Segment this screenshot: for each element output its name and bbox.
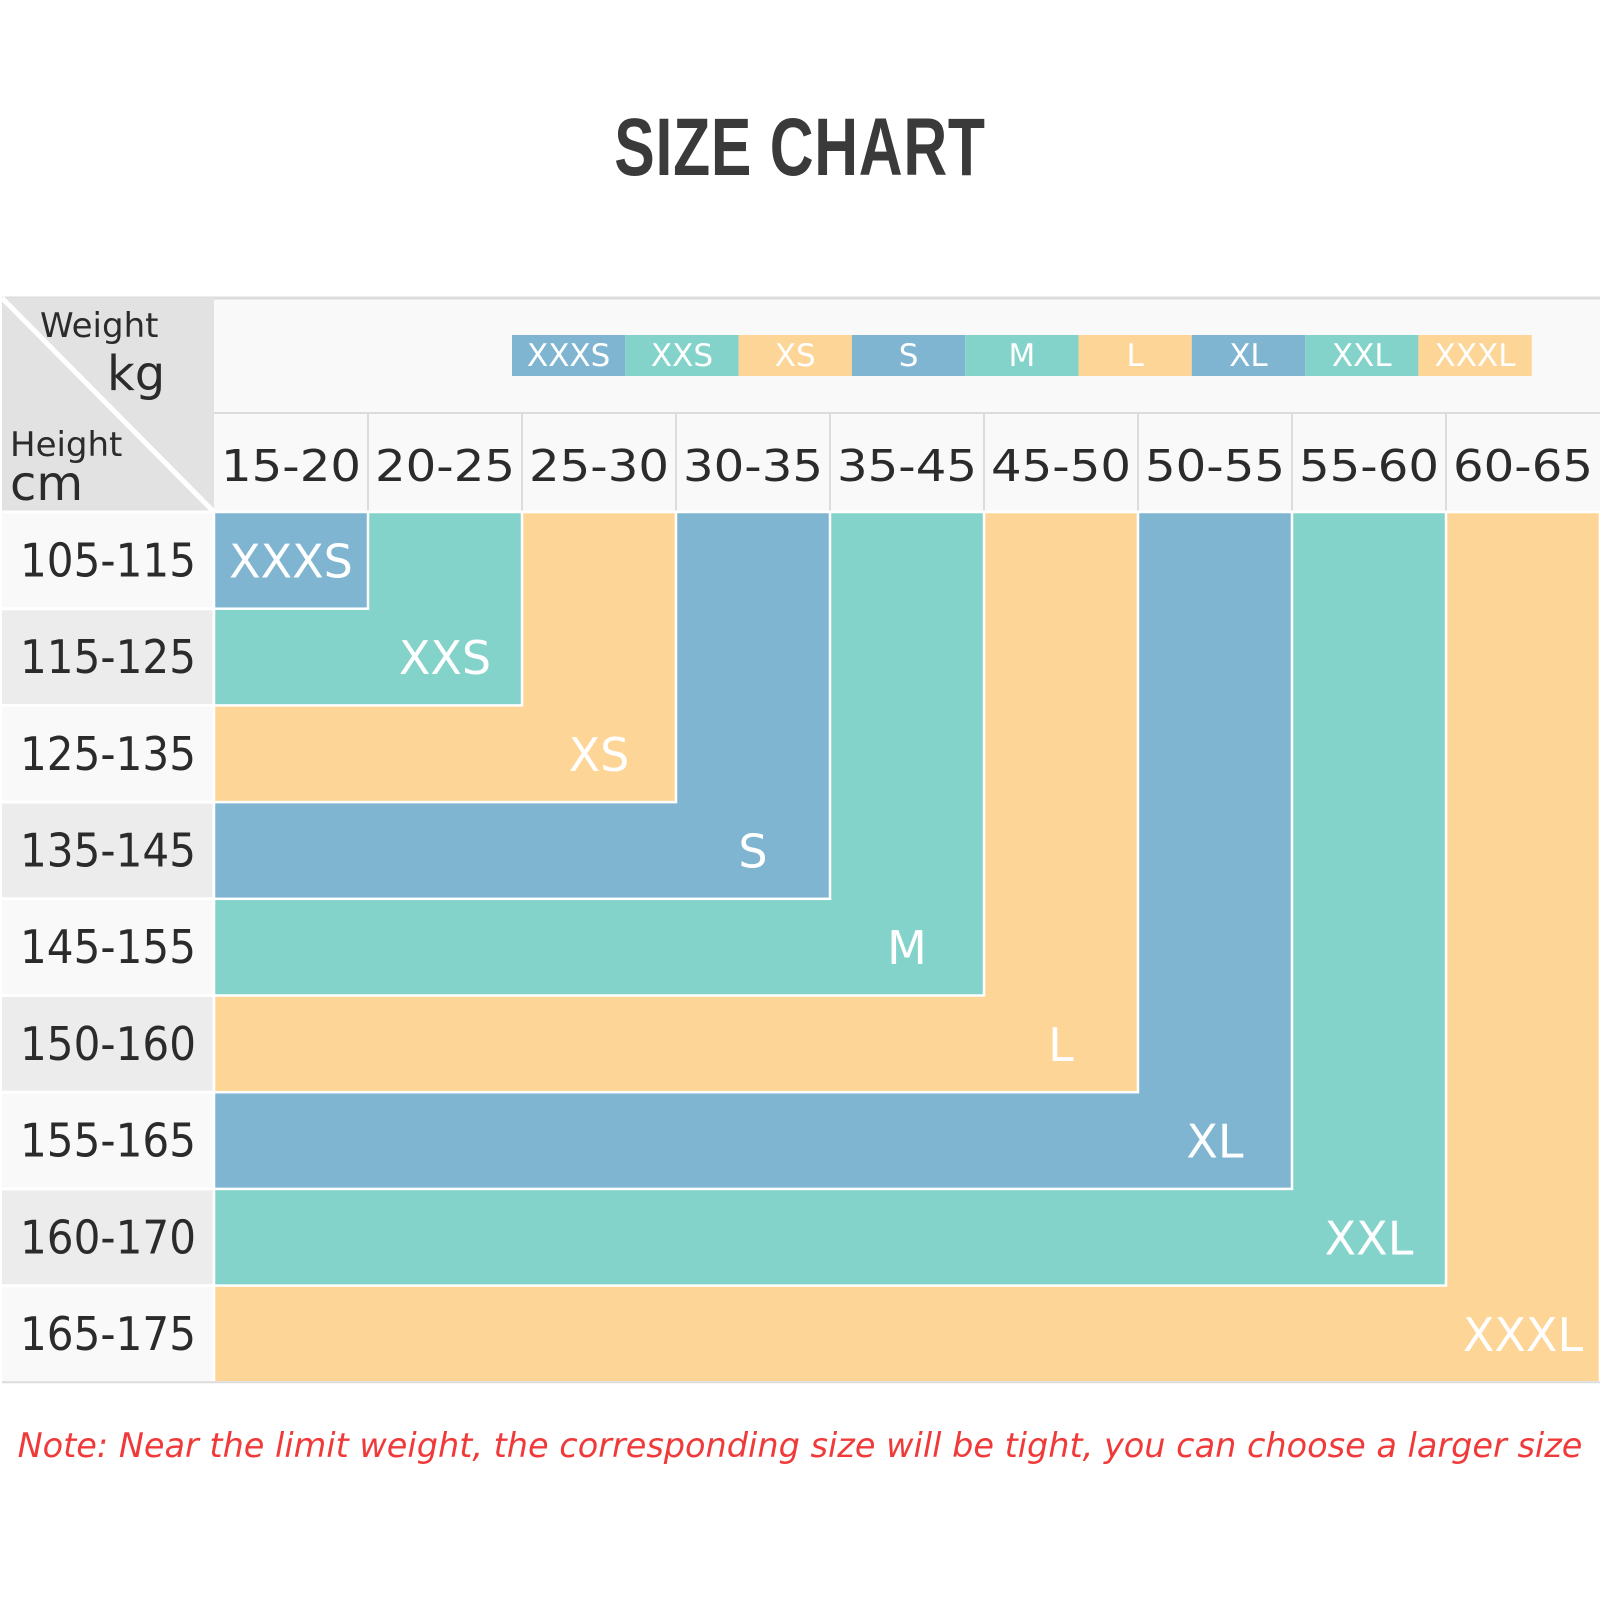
legend-label-l: L: [1127, 338, 1145, 374]
size-label-xl: XL: [1186, 1115, 1244, 1169]
corner-weight-unit: kg: [107, 346, 165, 402]
legend-label-xxxl: XXXL: [1435, 338, 1517, 374]
column-header-20-25: 20-25: [375, 441, 515, 492]
legend-label-xxs: XXS: [651, 338, 713, 374]
column-header-35-45: 35-45: [837, 441, 977, 492]
row-label-155-165: 155-165: [20, 1114, 196, 1168]
column-header-50-55: 50-55: [1145, 441, 1285, 492]
legend-swatch-xxxs: [512, 335, 626, 376]
header-background: [214, 298, 1600, 512]
row-label-cell: [2, 1285, 214, 1383]
legend-label-xs: XS: [775, 338, 816, 374]
row-label-165-175: 165-175: [20, 1307, 196, 1361]
column-header-45-50: 45-50: [991, 441, 1131, 492]
row-label-cell: [2, 802, 214, 899]
size-label-xs: XS: [569, 728, 630, 782]
legend-swatch-xxs: [625, 335, 739, 376]
legend-swatch-s: [851, 335, 966, 376]
row-label-145-155: 145-155: [20, 920, 196, 974]
legend-swatch-l: [1078, 335, 1192, 376]
legend-label-m: M: [1008, 338, 1035, 374]
row-label-135-145: 135-145: [20, 823, 196, 877]
row-label-cell: [2, 995, 214, 1093]
size-label-xxl: XXL: [1325, 1211, 1414, 1265]
column-header-25-30: 25-30: [529, 441, 669, 492]
corner-height-unit: cm: [10, 456, 83, 512]
row-label-105-115: 105-115: [20, 533, 196, 587]
legend-label-s: S: [899, 338, 919, 374]
legend-swatch-xs: [738, 335, 852, 376]
size-label-xxxl: XXXL: [1463, 1308, 1584, 1362]
size-label-s: S: [738, 824, 767, 878]
size-label-l: L: [1048, 1018, 1074, 1072]
row-label-125-135: 125-135: [20, 727, 196, 781]
size-label-m: M: [887, 921, 927, 975]
corner-height-label: Height: [10, 425, 122, 465]
row-label-cell: [2, 608, 214, 706]
legend-swatch-xxxl: [1418, 335, 1532, 376]
row-label-cell: [2, 898, 214, 996]
size-label-xxxs: XXXS: [229, 534, 353, 588]
row-label-cell: [2, 1188, 214, 1286]
row-label-cell: [2, 1092, 214, 1189]
corner-weight-label: Weight: [40, 306, 158, 346]
row-label-cell: [2, 705, 214, 803]
size-label-xxs: XXS: [399, 631, 491, 685]
legend-label-xxxs: XXXS: [527, 338, 610, 374]
column-header-15-20: 15-20: [221, 441, 361, 492]
legend-swatch-m: [965, 335, 1079, 376]
size-note: Note: Near the limit weight, the corresp…: [17, 1426, 1583, 1465]
legend-swatch-xl: [1191, 335, 1306, 376]
row-label-cell: [2, 512, 214, 609]
row-label-160-170: 160-170: [20, 1210, 196, 1264]
row-label-150-160: 150-160: [20, 1017, 196, 1071]
column-header-55-60: 55-60: [1299, 441, 1439, 492]
column-header-60-65: 60-65: [1453, 441, 1593, 492]
size-region-xxxs: [212, 510, 370, 610]
row-label-115-125: 115-125: [20, 630, 196, 684]
legend-swatch-xxl: [1305, 335, 1419, 376]
chart-title: SIZE CHART: [614, 102, 986, 193]
legend-label-xxl: XXL: [1332, 338, 1392, 374]
corner-diagonal: [0, 296, 216, 514]
legend-label-xl: XL: [1229, 338, 1268, 374]
column-header-30-35: 30-35: [683, 441, 823, 492]
